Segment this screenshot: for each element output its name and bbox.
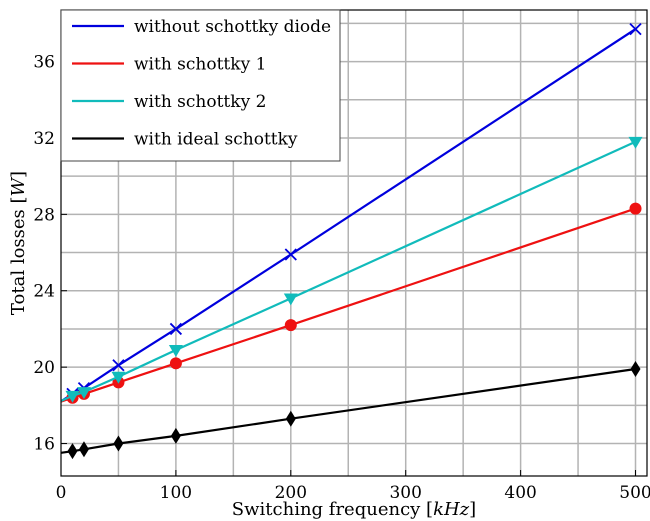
series-layer	[60, 22, 643, 460]
data-point-circle-marker	[169, 357, 182, 370]
data-point-diamond-marker	[67, 443, 78, 460]
data-point-x-marker	[284, 248, 297, 261]
data-point-x-marker	[112, 359, 125, 372]
y-tick-label: 20	[33, 358, 55, 378]
y-tick-label: 36	[33, 53, 55, 73]
y-tick-label: 32	[33, 129, 55, 149]
data-point-diamond-marker	[285, 410, 296, 427]
plot-frame	[60, 9, 648, 477]
data-point-triangle-marker	[76, 387, 91, 399]
x-tick-label: 500	[619, 483, 650, 503]
data-point-triangle-marker	[628, 136, 643, 149]
x-axis-title-unit: kHz	[433, 499, 470, 520]
y-axis-title-suffix: ]	[8, 171, 29, 178]
x-tick-label: 400	[504, 483, 536, 503]
legend-label: with ideal schottky	[134, 130, 298, 150]
data-point-circle-marker	[629, 202, 642, 215]
legend-label: without schottky diode	[134, 17, 331, 37]
x-tick-label: 0	[56, 483, 67, 503]
x-axis-title: Switching frequency [kHz]	[232, 499, 476, 520]
series-4	[60, 361, 641, 460]
data-point-diamond-marker	[170, 427, 181, 444]
legend-label: with schottky 2	[134, 92, 266, 112]
data-point-triangle-marker	[168, 345, 183, 357]
y-tick-label: 24	[33, 282, 55, 302]
data-point-x-marker	[169, 322, 183, 336]
data-point-triangle-marker	[111, 371, 126, 384]
data-point-circle-marker	[284, 319, 297, 332]
y-axis-title: Total losses [W]	[8, 171, 29, 315]
series-3	[60, 136, 643, 403]
data-point-diamond-marker	[78, 441, 89, 458]
y-axis-title-prefix: Total losses [	[8, 196, 29, 315]
data-point-triangle-marker	[65, 390, 80, 403]
legend: without schottky diode with schottky 1 wit…	[60, 9, 341, 162]
y-tick-label: 28	[33, 205, 55, 225]
data-point-x-marker	[629, 22, 642, 36]
x-axis-title-prefix: Switching frequency [	[232, 499, 433, 520]
x-tick-label: 300	[389, 483, 421, 503]
y-axis-title-unit: W	[8, 176, 29, 196]
data-point-triangle-marker	[283, 293, 298, 306]
ticks: 0 100 200 300 400 500 16 20 24 28 32 36	[33, 53, 650, 503]
grid	[61, 10, 647, 476]
y-tick-label: 16	[33, 435, 55, 455]
legend-box	[60, 9, 341, 162]
x-axis-title-suffix: ]	[469, 499, 476, 520]
legend-label: with schottky 1	[134, 55, 266, 75]
x-tick-label: 100	[160, 483, 192, 503]
data-point-diamond-marker	[113, 435, 124, 452]
x-tick-label: 200	[275, 483, 307, 503]
data-point-diamond-marker	[630, 361, 641, 378]
